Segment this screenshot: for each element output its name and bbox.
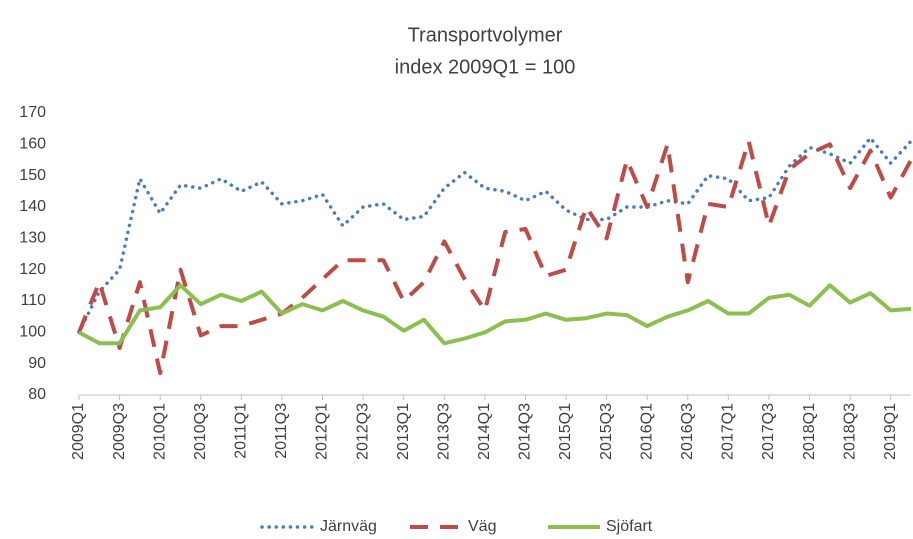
- x-tick-label: 2016Q1: [638, 403, 655, 460]
- x-tick-label: 2017Q1: [720, 403, 737, 460]
- legend-label: Järnväg: [320, 518, 377, 535]
- x-tick-label: 2011Q3: [273, 403, 290, 459]
- x-tick-label: 2017Q3: [760, 403, 777, 460]
- x-tick-label: 2013Q3: [435, 403, 452, 460]
- chart-title: Transportvolymer: [408, 24, 563, 46]
- y-tick-label: 160: [19, 136, 46, 153]
- x-tick-label: 2010Q3: [192, 403, 209, 460]
- y-tick-label: 120: [19, 261, 46, 278]
- x-tick-label: 2012Q1: [314, 403, 331, 460]
- legend-label: Väg: [468, 518, 496, 535]
- x-tick-label: 2009Q1: [70, 403, 87, 460]
- y-tick-label: 90: [28, 355, 46, 372]
- x-tick-label: 2012Q3: [354, 403, 371, 460]
- y-tick-label: 110: [20, 292, 46, 309]
- x-tick-label: 2011Q1: [233, 403, 250, 459]
- series-line: [78, 283, 912, 346]
- x-tick-label: 2013Q1: [395, 403, 412, 460]
- x-tick-label: 2015Q1: [557, 403, 574, 460]
- y-tick-label: 170: [19, 104, 46, 121]
- x-tick-label: 2018Q1: [801, 403, 818, 460]
- x-tick-label: 2018Q3: [841, 403, 858, 460]
- y-tick-label: 140: [19, 198, 46, 215]
- x-tick-label: 2014Q3: [517, 403, 534, 460]
- y-tick-label: 130: [19, 230, 46, 247]
- x-tick-label: 2016Q3: [679, 403, 696, 460]
- x-tick-label: 2014Q1: [476, 403, 493, 460]
- x-tick-label: 2019Q1: [882, 403, 899, 460]
- y-tick-label: 100: [19, 324, 46, 341]
- y-tick-label: 150: [19, 167, 46, 184]
- chart-subtitle: index 2009Q1 = 100: [395, 56, 576, 78]
- x-tick-label: 2009Q3: [111, 403, 128, 460]
- x-tick-label: 2010Q1: [151, 403, 168, 460]
- series-line: [77, 139, 913, 376]
- y-tick-label: 80: [28, 386, 46, 403]
- series-line: [77, 136, 913, 335]
- x-tick-label: 2015Q3: [598, 403, 615, 460]
- legend-label: Sjöfart: [606, 518, 653, 535]
